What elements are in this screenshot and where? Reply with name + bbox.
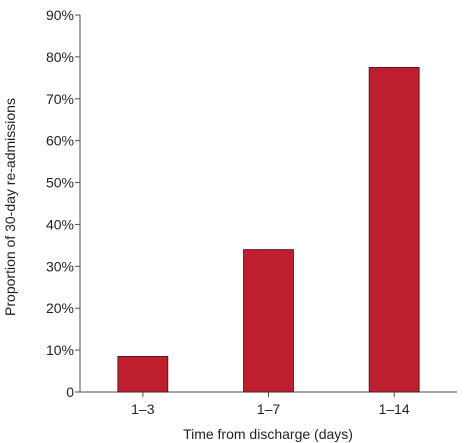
y-tick-label: 30% [46, 258, 74, 274]
bars [117, 66, 420, 393]
y-axis-title: Proportion of 30-day re-admissions [2, 98, 18, 316]
x-tick-label: 1–3 [131, 401, 155, 417]
y-tick-label: 10% [46, 342, 74, 358]
y-tick-label: 70% [46, 91, 74, 107]
y-tick-label: 0 [66, 384, 74, 400]
bar-3 [368, 66, 420, 393]
y-tick-label: 90% [46, 7, 74, 23]
x-tick-label: 1–14 [379, 401, 410, 417]
y-tick-label: 20% [46, 300, 74, 316]
x-tick-label: 1–7 [257, 401, 281, 417]
x-axis: 1–3 1–7 1–14 [80, 391, 457, 417]
bar-2 [243, 249, 294, 393]
y-tick-label: 80% [46, 49, 74, 65]
y-axis: 0 10% 20% 30% 40% 50% 60% 70% 80% 90% [46, 7, 81, 400]
y-tick-label: 60% [46, 133, 74, 149]
x-axis-title: Time from discharge (days) [183, 426, 353, 442]
y-tick-label: 40% [46, 216, 74, 232]
bar-1 [117, 355, 169, 393]
y-tick-label: 50% [46, 175, 74, 191]
